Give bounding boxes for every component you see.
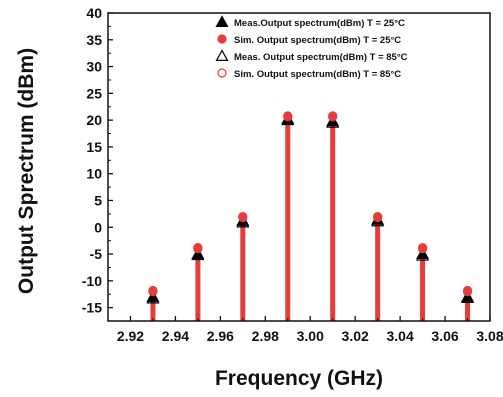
data-point bbox=[146, 291, 160, 304]
y-tick-labels: 40 35 30 25 20 15 10 5 0 -5 -10 -15 bbox=[82, 5, 102, 316]
y-tick-label: -15 bbox=[82, 300, 102, 316]
data-point bbox=[193, 244, 203, 254]
y-tick-label: 5 bbox=[94, 192, 102, 208]
axes bbox=[107, 12, 491, 322]
x-tick-label: 3.06 bbox=[431, 328, 458, 344]
data-point bbox=[328, 112, 338, 122]
x-tick-labels: 2.92 2.94 2.96 2.98 3.00 3.02 3.04 3.06 3.08 bbox=[117, 328, 503, 344]
data-point bbox=[238, 213, 248, 223]
y-tick-label: -10 bbox=[82, 273, 102, 289]
y-tick-label: -5 bbox=[90, 246, 103, 262]
legend-entry: Sim. Output spectrum(dBm) T = 25°C bbox=[234, 35, 401, 46]
data-point bbox=[373, 213, 383, 223]
y-tick-label: 40 bbox=[86, 5, 102, 21]
y-tick-label: 15 bbox=[86, 139, 102, 155]
legend-marker bbox=[217, 68, 227, 78]
y-tick-label: 10 bbox=[86, 166, 102, 182]
x-tick-label: 3.00 bbox=[297, 328, 324, 344]
plot-frame bbox=[107, 12, 491, 322]
legend-entry: Meas.Output spectrum(dBm) T = 25°C bbox=[234, 18, 405, 29]
y-axis-label: Output Sprectrum (dBm) bbox=[15, 48, 38, 294]
y-tick-label: 0 bbox=[94, 219, 102, 235]
x-tick-label: 2.98 bbox=[252, 328, 279, 344]
stem-lines bbox=[150, 115, 471, 321]
legend: Meas.Output spectrum(dBm) T = 25°C Sim. O… bbox=[215, 15, 408, 80]
legend-marker bbox=[215, 15, 229, 27]
data-markers bbox=[146, 111, 475, 304]
x-tick-label: 3.02 bbox=[342, 328, 369, 344]
x-tick-label: 3.04 bbox=[386, 328, 413, 344]
data-point bbox=[326, 116, 340, 128]
legend-entry: Meas. Output spectrum(dBm) T = 85°C bbox=[234, 52, 408, 63]
data-point bbox=[236, 215, 250, 228]
legend-marker bbox=[215, 49, 229, 62]
data-point bbox=[283, 112, 293, 122]
legend-entry: Sim. Output spectrum(dBm) T = 85°C bbox=[234, 69, 401, 80]
y-tick-label: 30 bbox=[86, 59, 102, 75]
x-tick-label: 2.94 bbox=[162, 328, 189, 344]
data-point bbox=[462, 286, 473, 297]
data-point bbox=[417, 244, 428, 254]
data-point bbox=[416, 248, 430, 261]
x-tick-label: 2.92 bbox=[117, 328, 144, 344]
legend-marker bbox=[217, 34, 227, 44]
data-point bbox=[191, 248, 205, 261]
x-axis-label: Frequency (GHz) bbox=[215, 367, 383, 390]
x-tick-label: 3.08 bbox=[476, 328, 503, 344]
y-tick-label: 20 bbox=[86, 112, 102, 128]
x-tick-label: 2.96 bbox=[207, 328, 234, 344]
data-point bbox=[148, 286, 158, 297]
data-point bbox=[461, 291, 475, 303]
y-tick-label: 35 bbox=[86, 32, 102, 48]
y-tick-label: 25 bbox=[86, 85, 102, 101]
